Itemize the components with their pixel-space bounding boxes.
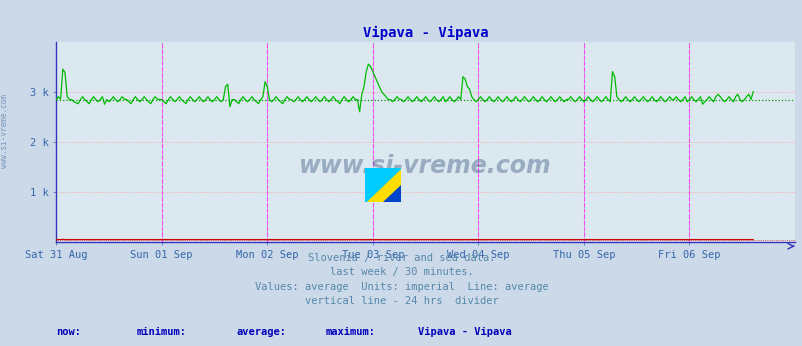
Polygon shape (365, 168, 401, 202)
Title: Vipava - Vipava: Vipava - Vipava (363, 26, 488, 40)
Text: last week / 30 minutes.: last week / 30 minutes. (329, 267, 473, 277)
Text: www.si-vreme.com: www.si-vreme.com (0, 94, 9, 169)
Text: Slovenia / river and sea data.: Slovenia / river and sea data. (307, 253, 495, 263)
Text: www.si-vreme.com: www.si-vreme.com (299, 154, 551, 178)
Text: vertical line - 24 hrs  divider: vertical line - 24 hrs divider (304, 296, 498, 306)
Polygon shape (383, 185, 401, 202)
Text: now:: now: (56, 327, 81, 337)
Text: maximum:: maximum: (325, 327, 375, 337)
Polygon shape (365, 168, 401, 202)
Text: minimum:: minimum: (136, 327, 186, 337)
Text: Vipava - Vipava: Vipava - Vipava (417, 327, 511, 337)
Text: average:: average: (237, 327, 286, 337)
Text: Values: average  Units: imperial  Line: average: Values: average Units: imperial Line: av… (254, 282, 548, 292)
